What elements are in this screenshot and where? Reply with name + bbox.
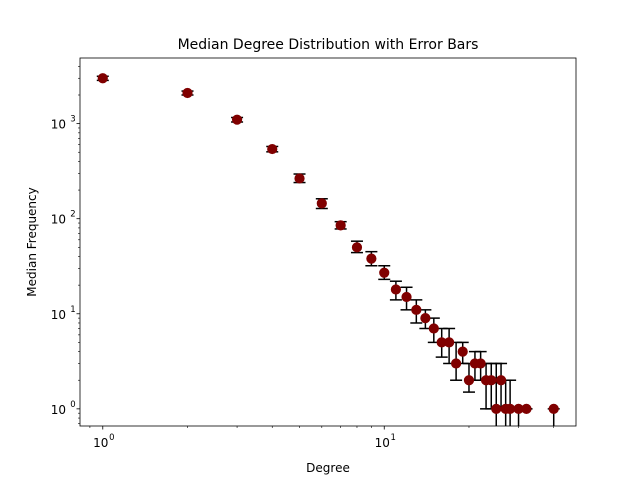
data-point-layer (97, 73, 559, 414)
y-tick-label: 10 (51, 118, 66, 132)
x-tick-label: 10 (375, 436, 390, 450)
x-axis-label: Degree (306, 461, 350, 475)
data-point (505, 403, 516, 414)
data-point (548, 403, 559, 414)
y-tick-label: 10 (51, 308, 66, 322)
y-tick-exponent: 2 (70, 210, 75, 220)
data-point (351, 242, 363, 253)
data-point (231, 114, 243, 125)
chart-title: Median Degree Distribution with Error Ba… (178, 37, 479, 53)
data-point (366, 253, 377, 264)
data-point (335, 220, 346, 231)
y-axis: 10 0 10 1 10 2 10 3 (51, 66, 80, 424)
x-tick-exponent: 0 (109, 433, 114, 443)
data-point (491, 403, 502, 414)
y-tick-label: 10 (51, 403, 66, 417)
data-point (475, 358, 486, 369)
data-point (457, 346, 468, 357)
data-point (267, 143, 278, 155)
data-point (463, 375, 475, 386)
data-point (420, 313, 431, 324)
data-point (316, 198, 327, 209)
data-point (401, 291, 412, 303)
data-point (521, 403, 532, 414)
data-point (411, 304, 422, 315)
x-tick-exponent: 1 (391, 433, 396, 443)
data-point (390, 284, 402, 295)
y-tick-exponent: 0 (70, 400, 75, 410)
y-tick-exponent: 1 (70, 305, 75, 315)
data-point (495, 375, 507, 386)
data-point (428, 323, 439, 334)
y-tick-exponent: 3 (70, 115, 75, 125)
data-point (486, 375, 497, 386)
y-tick-label: 10 (51, 213, 66, 227)
x-tick-label: 10 (93, 436, 108, 450)
data-point (451, 358, 462, 369)
data-point (444, 337, 455, 348)
y-axis-label: Median Frequency (25, 187, 39, 296)
x-axis: 10 0 10 1 (89, 426, 555, 450)
plot-frame (79, 57, 577, 427)
data-point (379, 267, 390, 278)
data-point (182, 87, 193, 99)
data-point (294, 173, 305, 184)
data-point (97, 73, 108, 84)
